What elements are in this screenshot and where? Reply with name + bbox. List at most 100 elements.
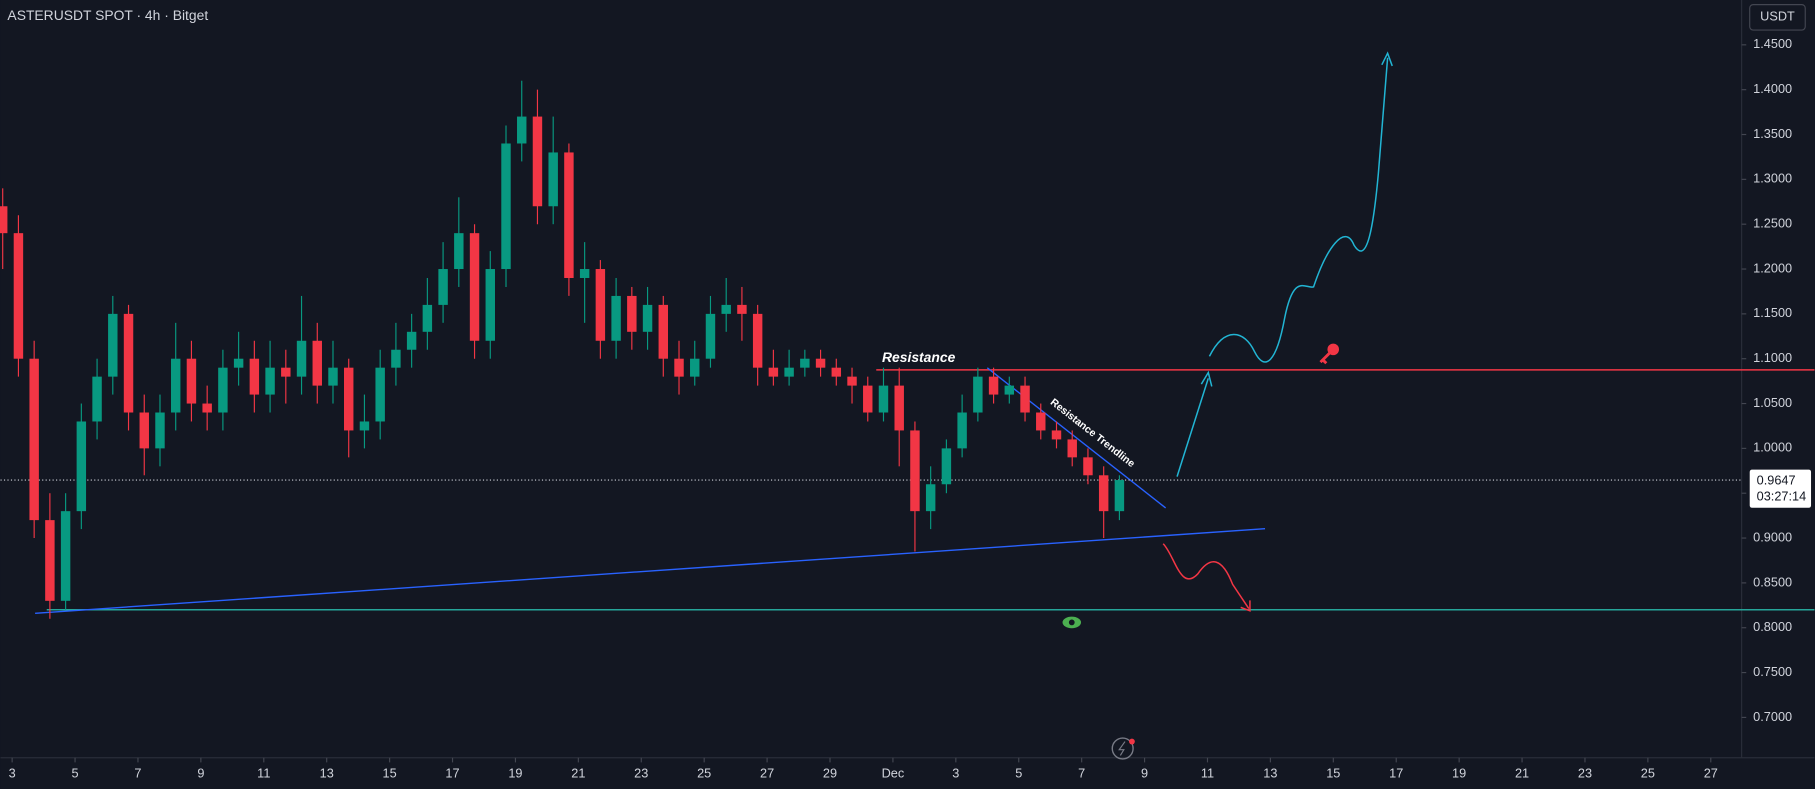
y-tick-label: 0.7000 xyxy=(1753,709,1792,724)
y-tick-label: 0.7500 xyxy=(1753,664,1792,679)
arrow-head xyxy=(1381,51,1393,67)
candle-body xyxy=(894,385,904,431)
x-tick-label: 17 xyxy=(445,765,459,780)
lightning-icon[interactable] xyxy=(1111,737,1135,760)
x-tick-label: 27 xyxy=(1704,765,1718,780)
x-tick-label: 9 xyxy=(1141,765,1148,780)
candle-body xyxy=(737,304,747,314)
candle-body xyxy=(517,116,527,144)
candle-body xyxy=(847,376,857,386)
trendline xyxy=(986,367,1167,509)
candle-body xyxy=(957,412,967,449)
candle-body xyxy=(391,349,401,368)
y-tick-label: 1.3500 xyxy=(1753,126,1792,141)
candle-body xyxy=(910,430,920,512)
candle-body xyxy=(281,367,291,377)
candle-body xyxy=(422,304,433,332)
x-tick-label: 21 xyxy=(1515,765,1529,780)
candle-body xyxy=(595,269,606,341)
x-tick-label: 5 xyxy=(1015,765,1022,780)
y-tick-label: 1.0500 xyxy=(1753,395,1792,410)
candle-body xyxy=(296,340,307,377)
candle-body xyxy=(108,313,118,377)
y-tick-label: 0.8000 xyxy=(1753,619,1792,634)
currency-label[interactable]: USDT xyxy=(1760,9,1795,24)
x-tick-label: 13 xyxy=(320,765,334,780)
candle-body xyxy=(752,313,763,368)
candle-body xyxy=(186,358,197,404)
x-tick-label: 9 xyxy=(197,765,204,780)
y-tick-label: 1.3000 xyxy=(1753,171,1792,186)
bullish-projection xyxy=(1208,57,1389,363)
x-tick-label: 29 xyxy=(823,765,837,780)
candle-body xyxy=(454,233,464,270)
last-price-label: 0.9647 xyxy=(1757,473,1796,488)
candle-body xyxy=(674,358,684,377)
candle-body xyxy=(123,313,134,413)
candle-body xyxy=(265,367,275,395)
eye-icon xyxy=(1062,616,1082,629)
x-tick-label: 7 xyxy=(1078,765,1085,780)
x-tick-label: 15 xyxy=(383,765,397,780)
candle-body xyxy=(878,385,889,413)
x-tick-label: 23 xyxy=(634,765,648,780)
y-tick-label: 1.4000 xyxy=(1753,81,1792,96)
candle-body xyxy=(233,358,244,368)
candle-body xyxy=(1114,480,1125,512)
arrow-head xyxy=(1200,370,1213,387)
candle-body xyxy=(312,340,322,386)
candle-body xyxy=(139,412,149,449)
candle-body xyxy=(548,152,558,207)
chart-title: ASTERUSDT SPOT · 4h · Bitget xyxy=(7,7,208,23)
y-tick-label: 1.0000 xyxy=(1753,440,1792,455)
x-tick-label: 25 xyxy=(697,765,711,780)
candle-body xyxy=(344,367,354,431)
candle-body xyxy=(815,358,826,368)
candle-body xyxy=(155,412,165,449)
key-icon xyxy=(1319,343,1340,365)
candle-body xyxy=(1051,430,1062,440)
x-tick-label: 13 xyxy=(1263,765,1277,780)
candle-body xyxy=(705,313,716,359)
candle-body xyxy=(973,376,983,413)
candle-body xyxy=(1098,475,1109,512)
candle-body xyxy=(642,304,653,332)
y-tick-label: 1.2000 xyxy=(1753,260,1792,275)
candle-body xyxy=(988,376,999,395)
candle-body xyxy=(202,403,212,413)
y-tick-label: 0.8500 xyxy=(1753,574,1792,589)
candle-body xyxy=(564,152,574,278)
candle-body xyxy=(438,269,448,305)
candle-body xyxy=(218,367,228,413)
y-tick-label: 1.2500 xyxy=(1753,216,1792,231)
y-tick-label: 1.1000 xyxy=(1753,350,1792,365)
candle-body xyxy=(925,484,936,512)
currency-button[interactable] xyxy=(1749,4,1806,31)
y-tick-label: 0.9000 xyxy=(1753,529,1792,544)
x-tick-label: 5 xyxy=(72,765,79,780)
candle-body xyxy=(1004,385,1015,395)
candle-body xyxy=(76,421,87,512)
candle-body xyxy=(579,269,590,278)
x-tick-label: 27 xyxy=(760,765,774,780)
candle-body xyxy=(328,367,338,386)
candle-body xyxy=(13,233,24,359)
x-tick-label: 3 xyxy=(952,765,959,780)
candle-body xyxy=(0,206,8,234)
x-tick-label: 3 xyxy=(9,765,16,780)
trendline xyxy=(35,528,1266,614)
x-tick-label: 25 xyxy=(1641,765,1655,780)
x-tick-label: 19 xyxy=(508,765,522,780)
candle-body xyxy=(690,358,700,377)
x-tick-label: 23 xyxy=(1578,765,1592,780)
last-price-box xyxy=(1749,469,1812,508)
candle-body xyxy=(249,358,260,395)
candle-body xyxy=(863,385,873,413)
projection-arrow xyxy=(1176,378,1210,477)
x-tick-label: 11 xyxy=(1201,765,1214,780)
x-tick-label: 19 xyxy=(1452,765,1466,780)
candle-body xyxy=(784,367,794,377)
